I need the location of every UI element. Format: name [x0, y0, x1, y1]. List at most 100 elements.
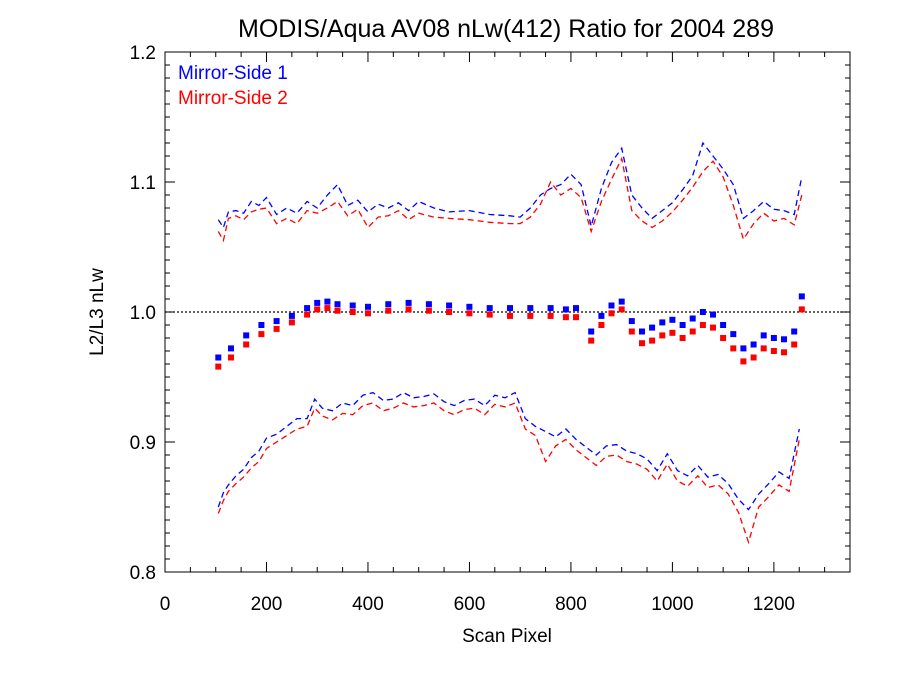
series-1-upper-line — [217, 141, 803, 229]
series-1-mean-point — [288, 312, 295, 319]
series-2-mean-point — [639, 340, 645, 347]
x-axis-label: Scan Pixel — [462, 626, 552, 647]
series-1-mean-point — [385, 301, 392, 308]
series-2-mean-point — [562, 314, 569, 321]
series-1-mean-point — [669, 316, 676, 323]
x-tick-label: 1200 — [753, 594, 795, 615]
series-2-mean-point — [740, 358, 747, 365]
series-1-mean-point — [349, 302, 356, 309]
series-2-mean-point — [334, 307, 341, 314]
series-1-mean-point — [699, 309, 706, 315]
series-2-mean-point — [618, 306, 625, 313]
y-tick-label: 1.0 — [130, 303, 156, 324]
series-2-mean-point — [547, 312, 554, 319]
x-tick-label: 800 — [555, 594, 587, 615]
series-2-lower-line — [217, 402, 800, 545]
series-2-mean-point — [798, 306, 805, 313]
series-1-mean-point — [562, 306, 569, 313]
series-1-mean-point — [486, 305, 493, 312]
series-1-mean-point — [588, 328, 595, 335]
series-2-mean-point — [710, 324, 716, 331]
series-2-mean-point — [304, 311, 311, 318]
series-1-mean-point — [365, 303, 371, 310]
series-1-mean-point — [304, 305, 311, 312]
legend-mirror-side-1: Mirror-Side 1 — [178, 63, 288, 84]
series-2-mean-point — [791, 341, 798, 348]
x-tick-label: 400 — [352, 594, 384, 615]
series-1-mean-point — [215, 354, 222, 361]
x-tick-label: 200 — [251, 594, 283, 615]
x-tick-labels: 0 200 400 600 800 1000 1200 — [160, 594, 795, 615]
series-1-mean-point — [507, 305, 513, 312]
x-tick-label: 0 — [160, 594, 171, 615]
series-1-mean-point — [649, 324, 656, 331]
plot-frame — [164, 51, 851, 573]
series-2-mean-point — [446, 309, 453, 315]
series-2-mean-point — [314, 306, 321, 313]
series-2-mean-point — [507, 312, 513, 319]
series-2-mean-point — [527, 312, 534, 319]
series-1-mean-point — [598, 312, 605, 319]
y-tick-label: 0.9 — [130, 433, 156, 454]
series-2-mean-point — [608, 310, 615, 317]
series-1-lower-line — [217, 391, 800, 511]
series-1-mean-point — [628, 318, 635, 325]
series-1-mean-point — [334, 301, 341, 308]
series-2-mean-point — [659, 332, 666, 339]
series-2-mean-point — [385, 307, 392, 314]
series-2-mean-point — [760, 345, 767, 352]
series-1-mean-point — [314, 299, 321, 306]
series-1-mean-point — [527, 305, 534, 312]
series-2-mean-point — [588, 337, 595, 344]
series-1-mean-point — [770, 335, 777, 341]
series-2-mean-point — [425, 307, 432, 314]
series-2-mean-point — [486, 311, 493, 318]
series-1-mean-point — [791, 328, 798, 335]
series-1-mean-point — [466, 303, 473, 310]
series-1-mean-point — [243, 332, 250, 339]
series-2-mean-point — [770, 348, 777, 354]
series-1-mean-point — [258, 322, 265, 328]
series-2-mean-point — [324, 305, 331, 312]
y-tick-labels: 0.8 0.9 1.0 1.1 1.2 — [130, 43, 156, 584]
series-1-mean-point — [740, 345, 747, 352]
chart-title: MODIS/Aqua AV08 nLw(412) Ratio for 2004 … — [238, 15, 774, 43]
series-1-mean-point — [689, 315, 696, 322]
series-1-mean-point — [573, 305, 579, 312]
series-1-mean-point — [760, 332, 767, 339]
series-2-mean-point — [288, 319, 295, 326]
series-2-mean-point — [365, 310, 371, 317]
series-2-upper-line — [217, 156, 803, 243]
series-1-mean-point — [228, 345, 234, 352]
series-1-mean-point — [608, 302, 615, 309]
series-1-mean-point — [405, 299, 412, 306]
series-2-mean-point — [628, 328, 635, 335]
series-2-mean-point — [573, 314, 579, 321]
series-2-mean-point — [258, 331, 265, 338]
series-2-mean-point — [273, 325, 280, 332]
series-1-mean-point — [679, 322, 686, 328]
series-1-mean-point — [798, 293, 805, 300]
series-1-mean-point — [446, 302, 453, 309]
series-1-mean-point — [425, 301, 432, 308]
series-1-mean-point — [750, 341, 757, 348]
axis-ticks — [164, 51, 851, 573]
series-1-mean-point — [618, 298, 625, 305]
series-1-mean-point — [710, 311, 716, 318]
series-2-mean-point — [669, 329, 676, 336]
series-2-mean-point — [598, 322, 605, 328]
legend-mirror-side-2: Mirror-Side 2 — [178, 88, 288, 109]
series-1-mean-point — [659, 319, 666, 326]
series-1-mean-point — [547, 305, 554, 312]
series-2-mean-point — [349, 309, 356, 315]
series-1-mean-point — [273, 318, 280, 325]
series-2-mean-points — [215, 305, 805, 370]
series-2-mean-point — [215, 363, 222, 370]
series-1-mean-point — [639, 328, 645, 335]
series-2-mean-point — [750, 354, 757, 361]
series-1-mean-point — [781, 336, 787, 343]
series-2-mean-point — [243, 341, 250, 348]
series-2-mean-point — [466, 310, 473, 317]
series-2-mean-point — [649, 337, 656, 344]
